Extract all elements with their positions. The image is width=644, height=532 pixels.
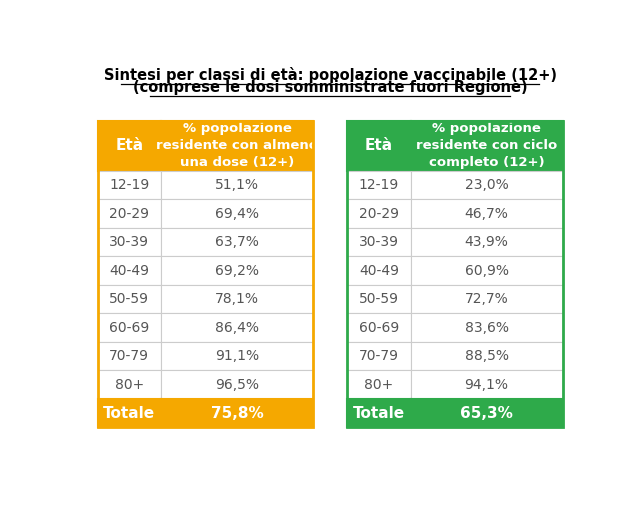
Text: (comprese le dosi somministrate fuori Regione): (comprese le dosi somministrate fuori Re…: [133, 80, 527, 95]
Text: 88,5%: 88,5%: [464, 349, 509, 363]
Bar: [97, 285, 161, 313]
Bar: [347, 200, 411, 228]
Bar: [97, 256, 161, 285]
Bar: [161, 313, 313, 342]
Bar: [161, 121, 313, 171]
Text: 43,9%: 43,9%: [465, 235, 509, 249]
Text: 60,9%: 60,9%: [464, 263, 509, 278]
Bar: [347, 256, 411, 285]
Bar: [97, 342, 161, 370]
Text: 20-29: 20-29: [359, 206, 399, 221]
Text: 51,1%: 51,1%: [215, 178, 259, 192]
Bar: [97, 121, 161, 171]
Bar: [97, 313, 161, 342]
Text: 40-49: 40-49: [109, 263, 149, 278]
Bar: [347, 121, 563, 427]
Bar: [161, 399, 313, 427]
Text: 63,7%: 63,7%: [215, 235, 259, 249]
Bar: [161, 370, 313, 399]
Bar: [411, 228, 563, 256]
Bar: [97, 200, 161, 228]
Text: % popolazione
residente con almeno
una dose (12+): % popolazione residente con almeno una d…: [156, 122, 318, 169]
Text: 69,4%: 69,4%: [215, 206, 259, 221]
Text: 72,7%: 72,7%: [465, 292, 509, 306]
Text: 23,0%: 23,0%: [465, 178, 509, 192]
Text: 46,7%: 46,7%: [465, 206, 509, 221]
Bar: [347, 228, 411, 256]
Bar: [97, 228, 161, 256]
Text: Totale: Totale: [103, 405, 155, 420]
Text: 86,4%: 86,4%: [215, 321, 259, 335]
Bar: [411, 171, 563, 200]
Bar: [97, 399, 161, 427]
Bar: [161, 200, 313, 228]
Text: 83,6%: 83,6%: [464, 321, 509, 335]
Text: Totale: Totale: [353, 405, 405, 420]
Bar: [347, 313, 411, 342]
Text: 78,1%: 78,1%: [215, 292, 259, 306]
Text: 12-19: 12-19: [109, 178, 149, 192]
Bar: [411, 256, 563, 285]
Text: Età: Età: [365, 138, 393, 153]
Bar: [97, 370, 161, 399]
Text: 80+: 80+: [115, 378, 144, 392]
Text: 94,1%: 94,1%: [464, 378, 509, 392]
Bar: [347, 342, 411, 370]
Text: 65,3%: 65,3%: [460, 405, 513, 420]
Text: 60-69: 60-69: [359, 321, 399, 335]
Text: 50-59: 50-59: [109, 292, 149, 306]
Text: 40-49: 40-49: [359, 263, 399, 278]
Text: 50-59: 50-59: [359, 292, 399, 306]
Bar: [347, 370, 411, 399]
Bar: [411, 370, 563, 399]
Text: 30-39: 30-39: [109, 235, 149, 249]
Bar: [161, 256, 313, 285]
Text: 96,5%: 96,5%: [215, 378, 259, 392]
Text: % popolazione
residente con ciclo
completo (12+): % popolazione residente con ciclo comple…: [416, 122, 557, 169]
Bar: [411, 285, 563, 313]
Bar: [411, 200, 563, 228]
Text: 91,1%: 91,1%: [215, 349, 259, 363]
Bar: [161, 285, 313, 313]
Bar: [347, 171, 411, 200]
Text: Età: Età: [115, 138, 144, 153]
Bar: [411, 121, 563, 171]
Bar: [347, 285, 411, 313]
Bar: [411, 313, 563, 342]
Bar: [411, 342, 563, 370]
Bar: [161, 171, 313, 200]
Text: 12-19: 12-19: [359, 178, 399, 192]
Bar: [97, 121, 313, 427]
Bar: [347, 121, 411, 171]
Text: 20-29: 20-29: [109, 206, 149, 221]
Text: 75,8%: 75,8%: [211, 405, 263, 420]
Text: 60-69: 60-69: [109, 321, 149, 335]
Text: 70-79: 70-79: [109, 349, 149, 363]
Text: 70-79: 70-79: [359, 349, 399, 363]
Text: 69,2%: 69,2%: [215, 263, 259, 278]
Text: Sintesi per classi di età: popolazione vaccinabile (12+): Sintesi per classi di età: popolazione v…: [104, 67, 556, 83]
Bar: [161, 228, 313, 256]
Bar: [97, 171, 161, 200]
Bar: [411, 399, 563, 427]
Text: 30-39: 30-39: [359, 235, 399, 249]
Bar: [347, 399, 411, 427]
Bar: [161, 342, 313, 370]
Text: 80+: 80+: [365, 378, 393, 392]
